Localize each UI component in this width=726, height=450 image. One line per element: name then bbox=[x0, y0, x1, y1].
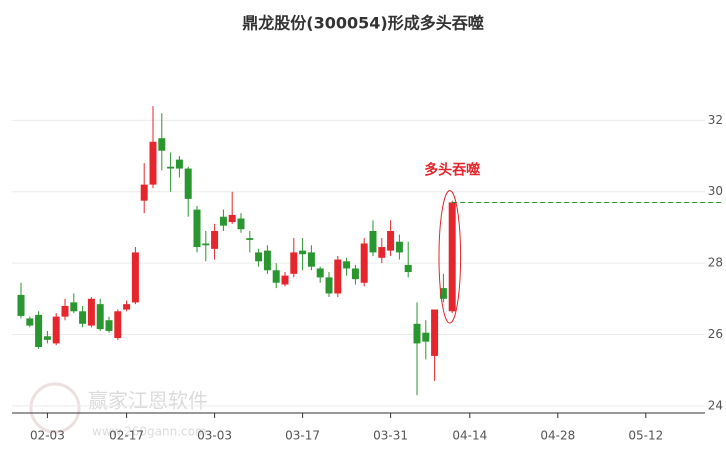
watermark-name: 赢家江恩软件 bbox=[88, 389, 208, 413]
candle-body bbox=[228, 214, 236, 223]
annotation-ellipse bbox=[438, 190, 462, 324]
candle-body bbox=[175, 159, 183, 169]
candle-body bbox=[61, 305, 69, 317]
x-tick-label: 02-03 bbox=[30, 429, 65, 443]
watermark-logo bbox=[29, 382, 81, 434]
candle-body bbox=[211, 231, 219, 249]
candle-body bbox=[351, 268, 359, 280]
candle-body bbox=[431, 309, 439, 356]
candle-body bbox=[184, 168, 192, 199]
candle-body bbox=[255, 252, 263, 262]
candle-body bbox=[422, 332, 430, 342]
candle-body bbox=[70, 302, 78, 312]
y-tick-label: 32 bbox=[708, 113, 723, 127]
candle-body bbox=[448, 202, 456, 312]
candle-body bbox=[123, 304, 131, 310]
watermark-url: www.260gann.com bbox=[92, 425, 207, 439]
candle-body bbox=[316, 268, 324, 278]
candle-body bbox=[299, 250, 307, 255]
candle-body bbox=[360, 243, 368, 283]
candle-body bbox=[52, 316, 60, 344]
candle-body bbox=[281, 275, 289, 285]
candle-body bbox=[439, 288, 447, 299]
candle-body bbox=[202, 243, 210, 246]
candle-body bbox=[96, 304, 104, 330]
x-tick-label: 05-12 bbox=[628, 429, 663, 443]
x-tick-label: 04-28 bbox=[540, 429, 575, 443]
candle-body bbox=[378, 247, 386, 258]
candle-body bbox=[263, 250, 271, 271]
candle-body bbox=[272, 270, 280, 283]
candle-body bbox=[114, 311, 122, 339]
candle-body bbox=[404, 264, 412, 273]
candle-body bbox=[105, 320, 113, 331]
candle-body bbox=[395, 241, 403, 253]
candle-body bbox=[149, 141, 157, 185]
candle-body bbox=[334, 259, 342, 294]
candle-body bbox=[35, 314, 43, 347]
x-tick-label: 03-03 bbox=[197, 429, 232, 443]
candle-body bbox=[158, 138, 166, 151]
candle-body bbox=[131, 252, 139, 303]
annotation: 多头吞噬 bbox=[424, 162, 480, 179]
candle-body bbox=[413, 323, 421, 344]
x-tick-label: 03-31 bbox=[373, 429, 408, 443]
candle-body bbox=[140, 184, 148, 201]
candle-body bbox=[193, 209, 201, 248]
y-tick-label: 30 bbox=[708, 184, 723, 198]
candle-body bbox=[167, 166, 175, 169]
x-tick-label: 02-17 bbox=[109, 429, 144, 443]
candle-body bbox=[387, 231, 395, 251]
candle-body bbox=[17, 294, 25, 316]
candle-body bbox=[79, 311, 87, 324]
candle-body bbox=[237, 218, 245, 230]
candle-body bbox=[290, 252, 298, 274]
y-tick-label: 28 bbox=[708, 256, 723, 270]
x-tick-label: 04-14 bbox=[452, 429, 487, 443]
candle-body bbox=[43, 336, 51, 340]
y-tick-label: 24 bbox=[708, 398, 723, 412]
candle-body bbox=[343, 261, 351, 269]
candle-body bbox=[307, 252, 315, 267]
x-tick-label: 03-17 bbox=[285, 429, 320, 443]
candle-body bbox=[26, 318, 34, 326]
candle-body bbox=[219, 216, 227, 226]
candle-body bbox=[87, 298, 95, 326]
candle-body bbox=[325, 277, 333, 294]
y-tick-label: 26 bbox=[708, 327, 723, 341]
candle-body bbox=[246, 238, 254, 240]
watermark: 赢家江恩软件 www.260gann.com bbox=[29, 382, 208, 439]
chart-title: 鼎龙股份(300054)形成多头吞噬 bbox=[242, 14, 483, 33]
candle-body bbox=[369, 231, 377, 253]
